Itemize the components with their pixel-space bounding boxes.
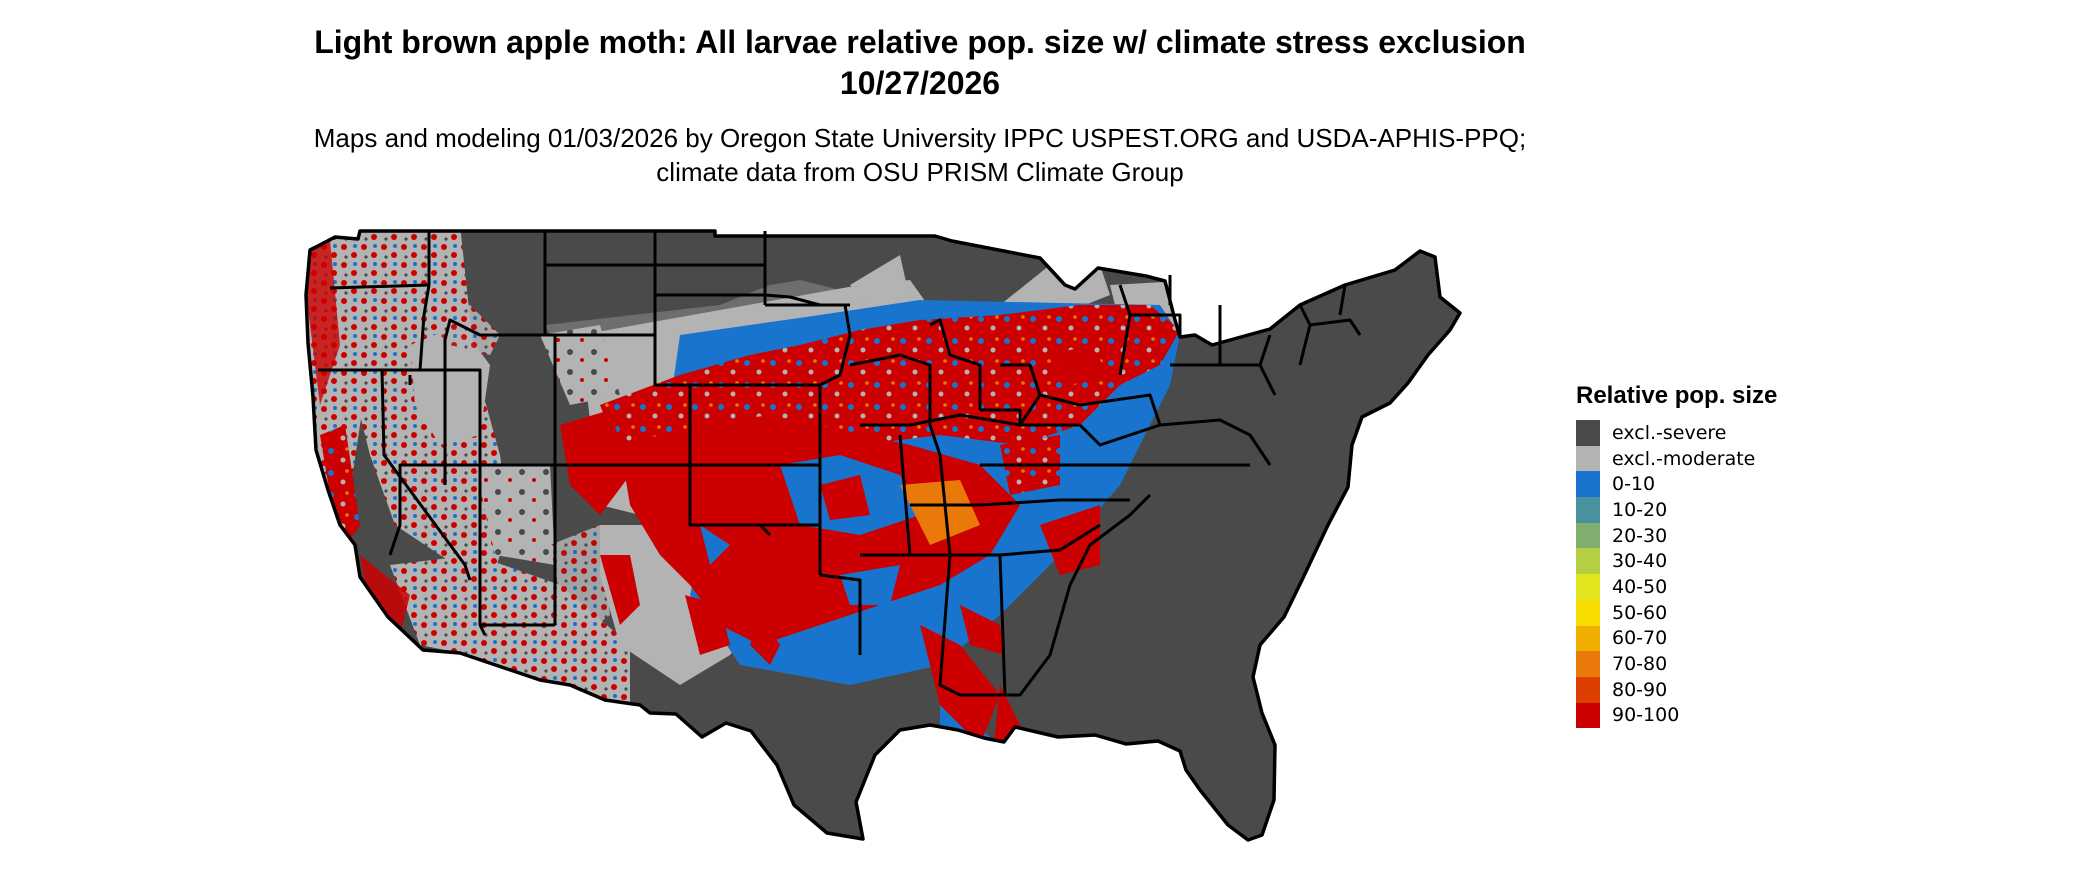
legend-item: 10-20 xyxy=(1576,497,1876,523)
legend-label: excl.-moderate xyxy=(1612,447,1756,470)
legend-title: Relative pop. size xyxy=(1576,382,1778,409)
legend: Relative pop. size excl.-severe excl.-mod… xyxy=(1576,382,1876,729)
legend-swatch xyxy=(1576,471,1600,498)
legend-swatch xyxy=(1576,522,1600,549)
legend-item: 60-70 xyxy=(1576,625,1876,652)
legend-label: 60-70 xyxy=(1612,627,1668,650)
legend-label: 50-60 xyxy=(1612,601,1668,624)
legend-swatch xyxy=(1576,445,1600,472)
legend-label: excl.-severe xyxy=(1612,421,1727,444)
legend-swatch xyxy=(1576,497,1600,523)
map-subtitle: Maps and modeling 01/03/2026 by Oregon S… xyxy=(313,123,1527,187)
legend-swatch xyxy=(1576,420,1600,446)
legend-label: 20-30 xyxy=(1612,524,1668,547)
legend-swatch xyxy=(1576,599,1600,626)
legend-item: 0-10 xyxy=(1576,471,1876,498)
legend-label: 70-80 xyxy=(1612,653,1668,676)
legend-item: excl.-moderate xyxy=(1576,445,1876,472)
legend-swatch xyxy=(1576,651,1600,677)
legend-label: 10-20 xyxy=(1612,498,1668,521)
legend-item: 30-40 xyxy=(1576,548,1876,575)
legend-swatch xyxy=(1576,574,1600,600)
legend-item: 90-100 xyxy=(1576,702,1876,729)
legend-label: 0-10 xyxy=(1612,473,1656,496)
legend-label: 80-90 xyxy=(1612,678,1668,701)
us-map xyxy=(304,229,1462,842)
legend-swatch xyxy=(1576,702,1600,729)
legend-item: 70-80 xyxy=(1576,651,1876,677)
legend-label: 30-40 xyxy=(1612,550,1668,573)
legend-swatch xyxy=(1576,676,1600,703)
legend-item: 80-90 xyxy=(1576,676,1876,703)
legend-item: 40-50 xyxy=(1576,574,1876,600)
legend-swatch xyxy=(1576,548,1600,575)
legend-item: 20-30 xyxy=(1576,522,1876,549)
legend-items: excl.-severe excl.-moderate 0-10 10-20 20-30… xyxy=(1576,420,1876,729)
legend-label: 90-100 xyxy=(1612,704,1680,727)
map-title: Light brown apple moth: All larvae relat… xyxy=(314,24,1526,101)
legend-item: 50-60 xyxy=(1576,599,1876,626)
legend-item: excl.-severe xyxy=(1576,420,1876,446)
legend-swatch xyxy=(1576,625,1600,652)
legend-label: 40-50 xyxy=(1612,575,1668,598)
